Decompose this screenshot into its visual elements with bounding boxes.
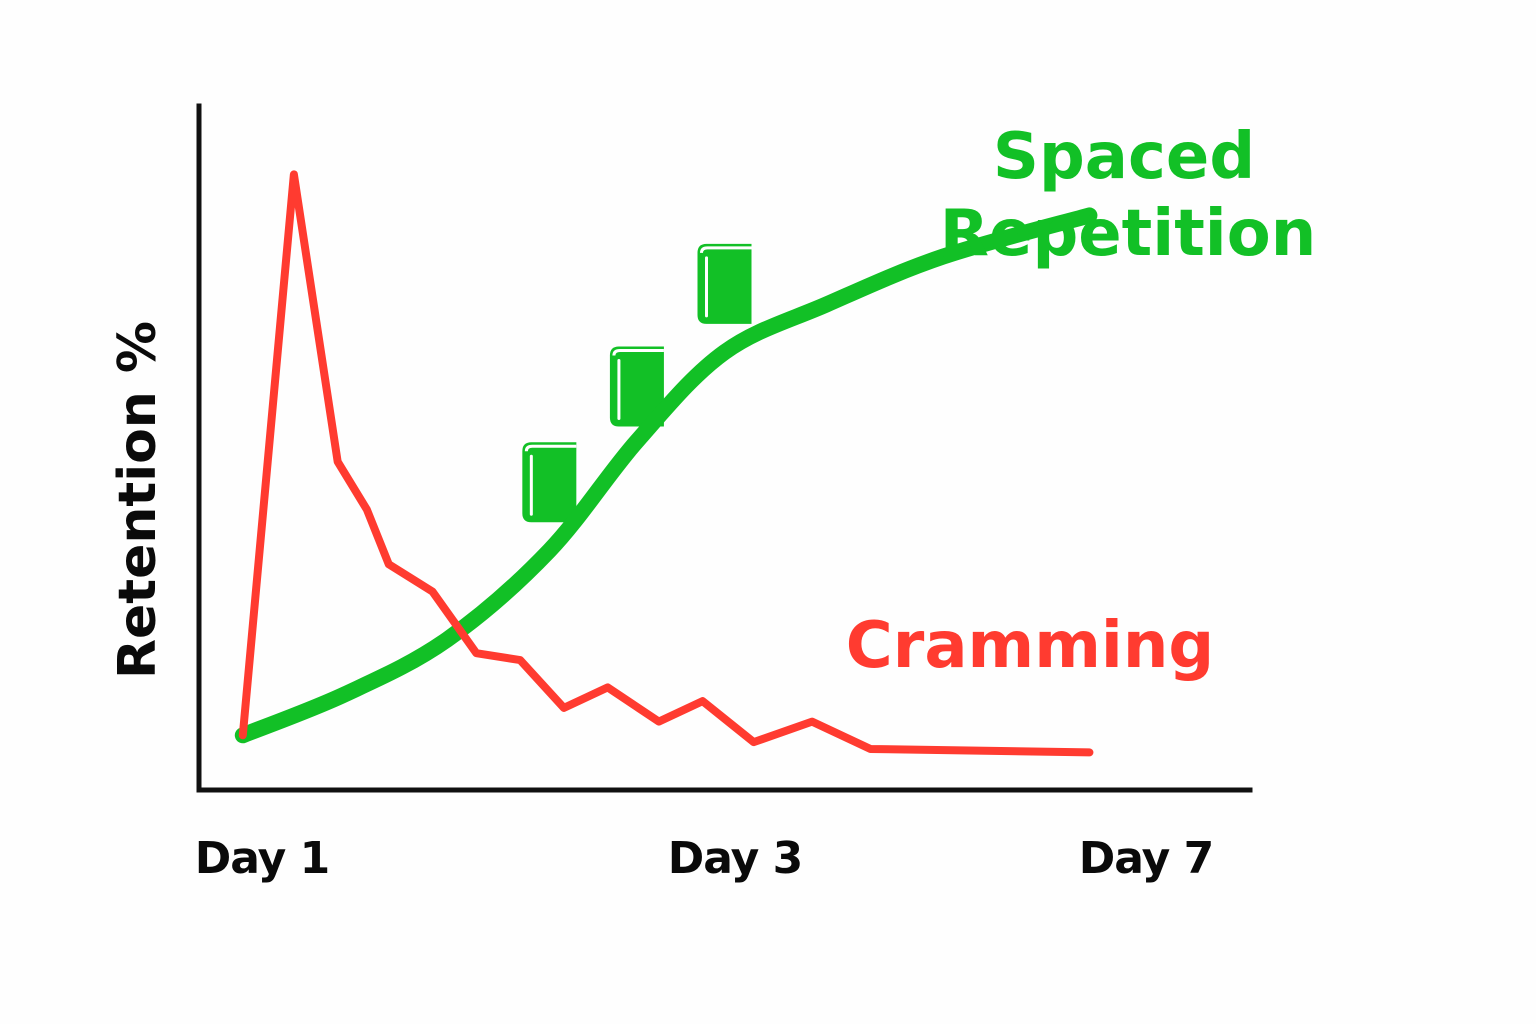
- cramming-point: [388, 563, 390, 565]
- cramming-point: [366, 509, 368, 511]
- spaced-repetition-point: [826, 303, 828, 305]
- spaced-repetition-point: [446, 639, 448, 641]
- cramming-point: [1088, 751, 1090, 753]
- book-icon: [609, 346, 664, 427]
- x-tick-label: Day 3: [668, 833, 802, 884]
- spaced-repetition-point: [1088, 214, 1090, 216]
- cramming-point: [607, 686, 609, 688]
- cramming-point: [242, 734, 244, 736]
- cramming-point: [475, 652, 477, 654]
- cramming-point: [432, 591, 434, 593]
- book-icon: [697, 243, 752, 324]
- x-tick-label: Day 1: [195, 833, 329, 884]
- cramming-point: [658, 721, 660, 723]
- series-label-spaced-repetition: Repetition: [940, 197, 1317, 271]
- cramming-point: [519, 659, 521, 661]
- x-ticks-layer: Day 1 Day 3 Day 7: [195, 833, 1214, 884]
- series-label-cramming: Cramming: [846, 609, 1214, 683]
- x-tick-label: Day 7: [1079, 833, 1213, 884]
- books-layer: [522, 243, 752, 523]
- series-line-cramming: [238, 170, 1094, 757]
- y-axis-label: Retention %: [108, 321, 168, 679]
- cramming-point: [869, 748, 871, 750]
- lines-layer: [234, 170, 1098, 757]
- series-label-spaced-repetition: Spaced: [993, 120, 1255, 194]
- cramming-point: [811, 721, 813, 723]
- spaced-repetition-point: [942, 255, 944, 257]
- spaced-repetition-point: [548, 550, 550, 552]
- cramming-point: [337, 461, 339, 463]
- spaced-repetition-point: [636, 440, 638, 442]
- spaced-repetition-point: [724, 351, 725, 353]
- cramming-point: [563, 707, 565, 709]
- cramming-point: [293, 173, 295, 175]
- book-icon: [522, 442, 577, 523]
- cramming-point: [753, 741, 755, 743]
- spaced-repetition-point: [344, 693, 346, 695]
- cramming-point: [702, 700, 704, 702]
